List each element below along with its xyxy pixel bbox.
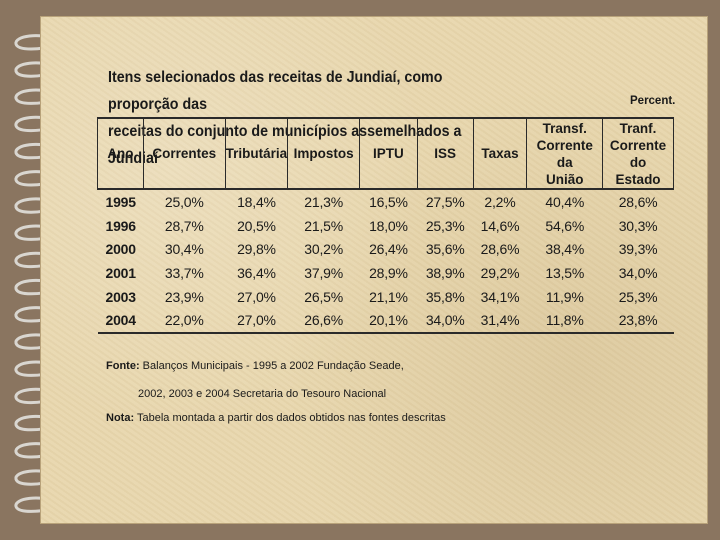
value-cell: 28,9%: [369, 264, 408, 281]
value-cell: 16,5%: [359, 188, 418, 214]
column-header: ISS: [416, 118, 474, 189]
column-header: Tranf. Corrente do Estado: [602, 118, 674, 189]
value-cell: 26,6%: [287, 308, 360, 335]
value-cell: 28,7%: [164, 217, 204, 234]
column-header: Taxas: [472, 118, 528, 189]
table-row: 1995 25,0% 18,4% 21,3% 16,5% 27,5% 2,2% 40,4% 28…: [97, 188, 674, 214]
value-cell: 31,4%: [473, 308, 527, 335]
value-cell: 25,0%: [143, 188, 226, 214]
value-cell: 35,6%: [425, 241, 465, 258]
value-cell: 21,1%: [369, 288, 408, 305]
value-cell: 18,0%: [369, 217, 408, 234]
column-header-line: Estado: [615, 171, 661, 187]
column-header-line: Impostos: [293, 146, 354, 161]
source-line-1: Fonte: Balanços Municipais - 1995 a 2002…: [106, 360, 404, 373]
value-cell: 30,3%: [618, 217, 658, 234]
value-cell: 20,5%: [237, 217, 276, 234]
column-header: Correntes: [142, 118, 226, 189]
value-cell: 11,8%: [526, 308, 603, 335]
note-line: Nota: Tabela montada a partir dos dados …: [106, 412, 446, 425]
table-row: 2001 33,7% 36,4% 37,9% 28,9% 38,9% 29,2% 13,5% 3…: [98, 261, 674, 285]
value-cell: 27,0%: [237, 288, 276, 305]
value-cell: 20,1%: [359, 308, 418, 335]
source-label: Fonte:: [106, 360, 140, 372]
column-header-line: ISS: [434, 146, 457, 161]
table-row: 2003 23,9% 27,0% 26,5% 21,1% 35,8% 34,1% 11,9% 2…: [98, 285, 674, 309]
value-cell: 28,6%: [602, 188, 674, 214]
value-cell: 34,0%: [618, 264, 658, 281]
table-row: 1996 28,7% 20,5% 21,5% 18,0% 25,3% 14,6% 54,6% 3…: [98, 214, 674, 238]
value-cell: 30,2%: [304, 241, 343, 258]
value-cell: 14,6%: [480, 217, 520, 234]
column-header: Tributária: [224, 118, 289, 189]
table-row: 2000 30,4% 29,8% 30,2% 26,4% 35,6% 28,6% 38,4% 3…: [98, 237, 674, 261]
value-cell: 30,4%: [164, 241, 204, 258]
value-cell: 34,0%: [417, 308, 474, 335]
title-line-1: Itens selecionados das receitas de Jundi…: [108, 69, 443, 113]
column-header-line: Tranf.: [619, 120, 657, 136]
table-header-row: Ano Correntes Tributária Impostos IPTU ISS Tax…: [97, 118, 674, 189]
value-cell: 2,2%: [473, 188, 527, 214]
value-cell: 21,3%: [287, 188, 360, 214]
column-header: IPTU: [359, 118, 418, 189]
note-label: Nota:: [106, 412, 135, 424]
value-cell: 26,5%: [304, 288, 343, 305]
year-cell: 2004: [97, 308, 144, 335]
column-header: Transf. Corrente da União: [526, 118, 604, 189]
column-header-line: Correntes: [152, 146, 217, 161]
value-cell: 54,6%: [545, 217, 585, 234]
value-cell: 38,4%: [545, 241, 585, 258]
column-header-line: Corrente da: [536, 137, 593, 170]
year-cell: 1995: [97, 188, 144, 214]
column-header-line: IPTU: [373, 146, 404, 161]
year-cell: 2001: [105, 264, 137, 281]
value-cell: 34,1%: [480, 288, 520, 305]
value-cell: 25,3%: [618, 288, 658, 305]
note-text: Tabela montada a partir dos dados obtido…: [136, 412, 446, 424]
value-cell: 40,4%: [526, 188, 603, 214]
unit-label: Percent.: [630, 95, 676, 107]
value-cell: 35,8%: [425, 288, 465, 305]
value-cell: 27,5%: [417, 188, 474, 214]
column-header-line: União: [545, 171, 584, 187]
value-cell: 23,8%: [602, 308, 674, 335]
value-cell: 36,4%: [237, 264, 276, 281]
column-header-line: Ano: [107, 146, 134, 161]
value-cell: 27,0%: [225, 308, 288, 335]
source-line-2: 2002, 2003 e 2004 Secretaria do Tesouro …: [138, 388, 387, 400]
value-cell: 18,4%: [225, 188, 288, 214]
value-cell: 11,9%: [545, 288, 584, 305]
column-header-line: Taxas: [481, 146, 519, 161]
value-cell: 37,9%: [304, 264, 343, 281]
value-cell: 23,9%: [164, 288, 204, 305]
column-header-line: Transf.: [542, 120, 587, 136]
year-cell: 1996: [105, 217, 137, 234]
year-cell: 2000: [105, 241, 137, 258]
value-cell: 38,9%: [425, 264, 465, 281]
column-header-line: Corrente do: [609, 137, 667, 170]
value-cell: 25,3%: [425, 217, 465, 234]
value-cell: 13,5%: [545, 264, 585, 281]
column-header: Ano: [97, 118, 144, 189]
value-cell: 29,8%: [237, 241, 276, 258]
table-row: 2004 22,0% 27,0% 26,6% 20,1% 34,0% 31,4% 11,8% 2…: [97, 308, 674, 335]
value-cell: 29,2%: [480, 264, 520, 281]
value-cell: 28,6%: [480, 241, 520, 258]
column-header: Impostos: [287, 118, 361, 189]
value-cell: 26,4%: [369, 241, 408, 258]
value-cell: 33,7%: [164, 264, 204, 281]
revenue-table: Ano Correntes Tributária Impostos IPTU ISS Tax…: [97, 117, 674, 335]
value-cell: 39,3%: [618, 241, 658, 258]
value-cell: 22,0%: [143, 308, 226, 335]
source-text-1: Balanços Municipais - 1995 a 2002 Fundaç…: [142, 360, 404, 372]
value-cell: 21,5%: [304, 217, 343, 234]
paper-sheet: [40, 16, 708, 524]
column-header-line: Tributária: [225, 146, 288, 161]
year-cell: 2003: [105, 288, 137, 305]
